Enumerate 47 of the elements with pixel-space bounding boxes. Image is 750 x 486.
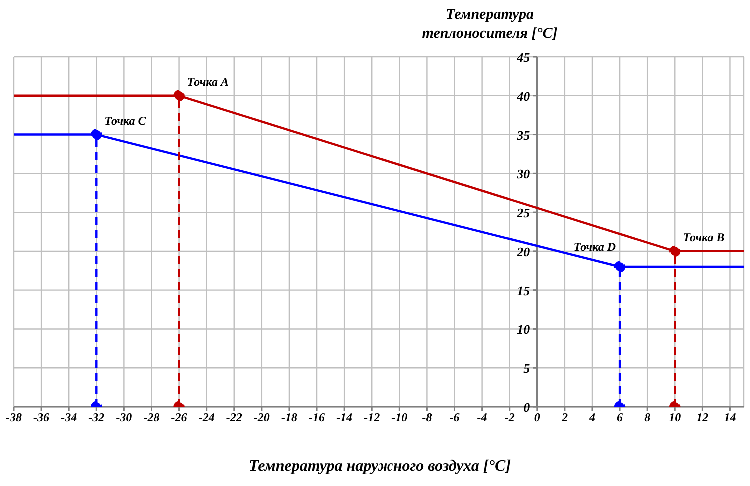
x-tick-label: 2: [560, 410, 568, 425]
x-tick-label: -20: [254, 410, 270, 425]
x-tick-label: 8: [644, 410, 651, 425]
y-tick-label: 45: [516, 50, 531, 65]
annotation: Точка B: [683, 230, 725, 244]
x-tick-label: 12: [696, 410, 709, 425]
x-tick-label: -32: [88, 410, 105, 425]
x-tick-label: 6: [617, 410, 624, 425]
x-tick-label: -24: [198, 410, 215, 425]
point: [91, 129, 102, 140]
x-tick-label: -36: [34, 410, 50, 425]
x-tick-label: 14: [724, 410, 736, 425]
x-tick-label: -28: [144, 410, 160, 425]
x-tick-label: -14: [336, 410, 353, 425]
y-tick-label: 30: [516, 166, 531, 182]
point: [670, 246, 681, 258]
x-tick-label: -26: [171, 410, 188, 425]
x-tick-label: -12: [364, 410, 380, 425]
y-tick-label: 10: [517, 322, 531, 338]
y-tick-label: 25: [516, 206, 531, 221]
x-tick-label: -2: [504, 410, 515, 425]
annotation: Точка A: [187, 74, 229, 89]
x-tick-label: -8: [422, 410, 432, 425]
x-tick-label: -10: [392, 410, 408, 425]
point: [614, 261, 626, 273]
x-axis-title: Температура наружного воздуха [°C]: [248, 458, 512, 476]
x-tick-label: -16: [309, 410, 326, 425]
y-tick-label: 40: [516, 88, 531, 104]
x-tick-label: -38: [6, 410, 22, 425]
y-tick-label: 35: [516, 128, 531, 143]
x-tick-label: -22: [226, 410, 242, 425]
x-tick-label: 0: [534, 410, 540, 425]
x-tick-label: -6: [450, 410, 460, 425]
x-tick-label: -34: [61, 410, 78, 425]
y-axis-title: Температура теплоносителя [°C]: [421, 6, 559, 44]
annotation: Точка C: [104, 114, 148, 128]
y-tick-label: 20: [516, 244, 531, 260]
x-tick-label: 4: [588, 410, 596, 425]
x-tick-label: -18: [281, 410, 298, 425]
x-tick-label: -30: [116, 410, 132, 425]
x-tick-label: -4: [477, 410, 488, 425]
y-tick-label: 5: [524, 361, 531, 376]
annotation: Точка D: [574, 240, 616, 254]
point: [174, 90, 185, 102]
y-tick-label: 0: [524, 400, 531, 415]
y-tick-label: 15: [517, 283, 531, 298]
x-tick-label: 10: [669, 410, 682, 425]
